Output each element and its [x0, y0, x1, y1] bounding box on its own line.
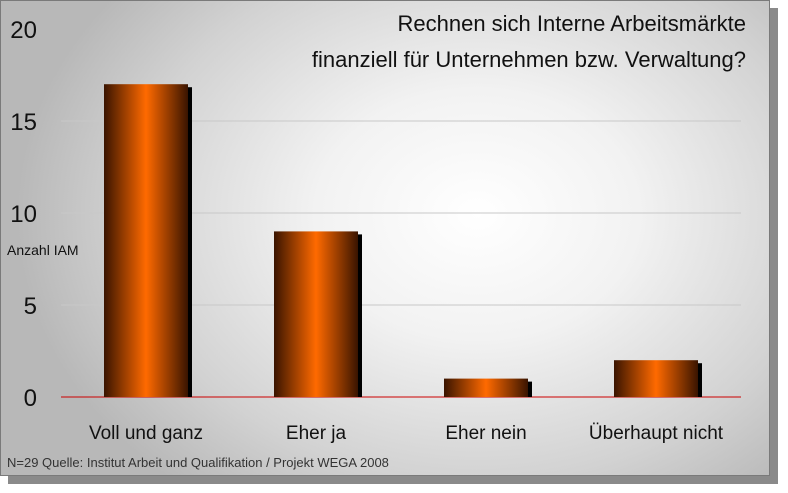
bar-chart: 0 5 10 15 20 Voll und ganz Eher ja Eher nein Üb…	[7, 11, 746, 470]
footnote: N=29 Quelle: Institut Arbeit und Qualifi…	[7, 455, 389, 470]
chart-title-line-2: finanziell für Unternehmen bzw. Verwaltu…	[312, 47, 746, 72]
bar	[274, 231, 358, 397]
y-tick-label: 20	[10, 17, 37, 44]
x-category-label: Eher nein	[445, 423, 526, 444]
y-axis-ticks: 0 5 10 15 20	[10, 17, 37, 412]
y-tick-label: 15	[10, 109, 37, 136]
x-category-label: Eher ja	[286, 423, 347, 444]
y-tick-label: 5	[24, 293, 37, 320]
x-axis-categories: Voll und ganz Eher ja Eher nein Überhaupt n…	[89, 423, 724, 444]
y-axis-label: Anzahl IAM	[7, 242, 79, 258]
x-category-label: Überhaupt nicht	[589, 423, 724, 444]
y-tick-label: 10	[10, 201, 37, 228]
x-category-label: Voll und ganz	[89, 423, 203, 444]
bar	[104, 84, 188, 397]
bars	[104, 84, 702, 397]
bar	[444, 378, 528, 397]
bar	[614, 360, 698, 397]
y-tick-label: 0	[24, 385, 37, 412]
chart-title-line-1: Rechnen sich Interne Arbeitsmärkte	[397, 11, 746, 36]
chart-frame: 0 5 10 15 20 Voll und ganz Eher ja Eher nein Üb…	[0, 0, 770, 476]
